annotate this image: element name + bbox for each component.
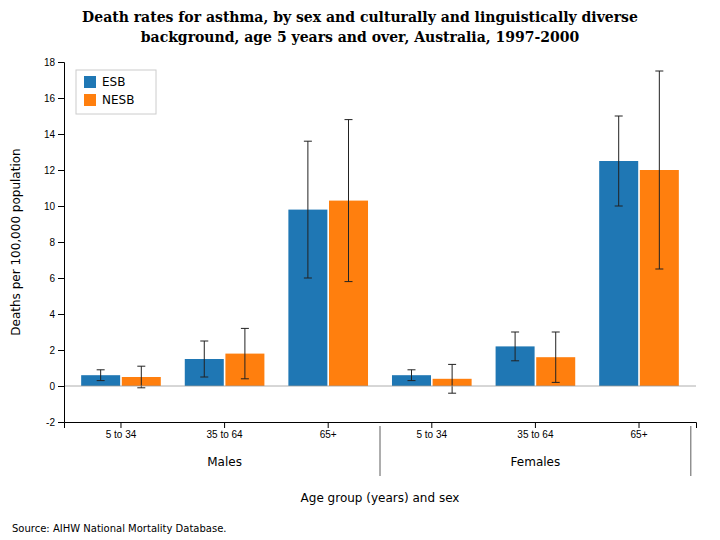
legend: ESB NESB bbox=[76, 70, 156, 114]
tick-mark bbox=[58, 278, 64, 279]
y-axis: -2 0 2 4 6 8 10 12 14 16 18 bbox=[44, 57, 65, 428]
tick-mark bbox=[58, 314, 64, 315]
tick-label: 65+ bbox=[631, 429, 648, 440]
tick: 2 bbox=[49, 345, 64, 356]
tick-label: 65+ bbox=[320, 429, 337, 440]
baseline bbox=[64, 386, 696, 387]
axis-line bbox=[58, 63, 65, 423]
tick-label: 35 to 64 bbox=[207, 429, 244, 440]
plot: -20246810121416185 to 3435 to 6465+5 to … bbox=[9, 57, 697, 505]
tick-label: 12 bbox=[44, 165, 56, 176]
tick-label: 16 bbox=[44, 93, 56, 104]
tick-mark bbox=[224, 422, 225, 428]
tick: 35 to 64 bbox=[207, 422, 244, 440]
tick-label: 8 bbox=[49, 237, 55, 248]
y-axis-title: Deaths per 100,000 population bbox=[9, 148, 23, 335]
tick-mark bbox=[58, 206, 64, 207]
tick: 10 bbox=[44, 201, 64, 212]
tick-label: -2 bbox=[46, 417, 55, 428]
axis-line bbox=[65, 423, 697, 429]
group-divider bbox=[380, 426, 381, 476]
tick-mark bbox=[58, 62, 64, 63]
legend-box bbox=[76, 70, 156, 114]
tick-mark bbox=[120, 422, 121, 428]
legend-item: ESB bbox=[84, 75, 125, 89]
tick-mark bbox=[58, 134, 64, 135]
tick-label: 5 to 34 bbox=[106, 429, 137, 440]
tick: 16 bbox=[44, 93, 64, 104]
tick-label: 0 bbox=[49, 381, 55, 392]
tick-mark bbox=[535, 422, 536, 428]
tick-mark bbox=[58, 170, 64, 171]
error-bar bbox=[552, 332, 560, 382]
tick-label: 2 bbox=[49, 345, 55, 356]
error-bar bbox=[448, 364, 456, 393]
tick: 12 bbox=[44, 165, 64, 176]
tick: 14 bbox=[44, 129, 64, 140]
legend-swatch bbox=[84, 76, 96, 88]
x-axis-title: Age group (years) and sex bbox=[301, 491, 460, 505]
error-bar bbox=[407, 370, 415, 381]
group-divider bbox=[690, 426, 691, 476]
annotation: Females bbox=[511, 455, 561, 469]
error-bar bbox=[304, 141, 312, 278]
tick: 0 bbox=[49, 381, 64, 392]
error-bar bbox=[200, 341, 208, 377]
chart: Death rates for asthma, by sex and cultu… bbox=[0, 0, 720, 540]
error-bar bbox=[345, 120, 353, 282]
error-bar bbox=[615, 116, 623, 206]
source: Source: AIHW National Mortality Database… bbox=[12, 523, 227, 534]
tick-mark bbox=[328, 422, 329, 428]
marks bbox=[81, 71, 679, 393]
tick-label: 18 bbox=[44, 57, 56, 68]
tick-label: 6 bbox=[49, 273, 55, 284]
tick: 6 bbox=[49, 273, 64, 284]
legend-label: ESB bbox=[102, 75, 125, 89]
tick: 5 to 34 bbox=[106, 422, 137, 440]
tick-mark bbox=[58, 98, 64, 99]
tick: 35 to 64 bbox=[517, 422, 554, 440]
tick-mark bbox=[639, 422, 640, 428]
tick-mark bbox=[58, 350, 64, 351]
tick-label: 14 bbox=[44, 129, 56, 140]
error-bar bbox=[511, 332, 519, 361]
legend-item: NESB bbox=[84, 93, 134, 107]
tick: 18 bbox=[44, 57, 64, 68]
tick-label: 5 to 34 bbox=[417, 429, 448, 440]
tick: 5 to 34 bbox=[417, 422, 448, 440]
annotation: Males bbox=[207, 455, 242, 469]
tick: -2 bbox=[46, 417, 64, 428]
error-bar bbox=[655, 71, 663, 269]
legend-label: NESB bbox=[102, 93, 134, 107]
tick-mark bbox=[58, 422, 64, 423]
tick-mark bbox=[58, 242, 64, 243]
title: Death rates for asthma, by sex and cultu… bbox=[82, 9, 638, 25]
error-bar bbox=[137, 366, 145, 388]
tick-mark bbox=[431, 422, 432, 428]
tick: 65+ bbox=[631, 422, 648, 440]
series bbox=[122, 71, 679, 393]
legend-swatch bbox=[84, 94, 96, 106]
error-bar bbox=[97, 370, 105, 381]
error-bar bbox=[241, 328, 249, 378]
tick-label: 4 bbox=[49, 309, 55, 320]
tick: 4 bbox=[49, 309, 64, 320]
subtitle: background, age 5 years and over, Austra… bbox=[141, 29, 580, 45]
tick-label: 10 bbox=[44, 201, 56, 212]
tick: 8 bbox=[49, 237, 64, 248]
tick-mark bbox=[58, 386, 64, 387]
tick-label: 35 to 64 bbox=[517, 429, 554, 440]
x-axis: 5 to 34 35 to 64 65+ 5 to 34 35 to 64 65+ bbox=[65, 422, 697, 440]
series bbox=[81, 116, 638, 386]
tick: 65+ bbox=[320, 422, 337, 440]
